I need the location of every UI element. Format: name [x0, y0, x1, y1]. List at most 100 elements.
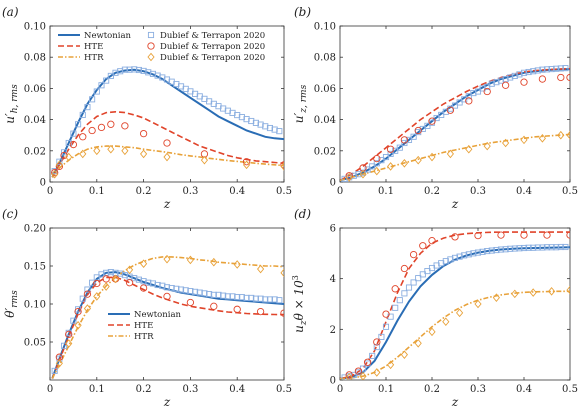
data-point-diamond: [538, 134, 546, 143]
data-point-square: [60, 342, 68, 349]
data-point-diamond: [65, 152, 73, 162]
data-point-diamond: [186, 255, 194, 265]
y-tick-label: 6: [330, 224, 336, 235]
data-point-diamond: [83, 304, 92, 313]
data-point-square: [553, 244, 560, 251]
data-point-diamond: [400, 350, 408, 359]
series-markers-dns_diamond: [55, 254, 284, 368]
data-point-diamond: [210, 257, 218, 267]
x-tick-label: 0.1: [378, 186, 394, 197]
y-axis-label-subscript: h, rms: [10, 84, 20, 113]
panel-label: (c): [2, 207, 18, 221]
data-point-square: [220, 292, 227, 299]
panel-label: (a): [2, 5, 19, 19]
data-point-square: [51, 367, 58, 374]
data-point-square: [79, 111, 86, 118]
data-point-circle: [474, 231, 482, 240]
data-point-circle: [280, 309, 284, 317]
data-point-square: [465, 93, 472, 100]
data-point-square: [497, 246, 505, 253]
data-point-square: [488, 247, 495, 254]
data-point-square: [442, 258, 449, 265]
data-point-diamond: [428, 152, 436, 162]
data-point-circle: [88, 126, 96, 135]
data-point-square: [534, 67, 541, 74]
data-point-square: [461, 96, 468, 103]
data-point-diamond: [557, 130, 565, 140]
data-point-square: [516, 71, 523, 78]
data-point-square: [93, 88, 100, 95]
data-point-diamond: [548, 287, 556, 296]
data-point-diamond: [93, 292, 101, 301]
data-point-square: [163, 284, 171, 291]
data-point-diamond: [511, 289, 519, 299]
series-markers-dns_square: [341, 65, 569, 182]
data-point-diamond: [345, 373, 353, 380]
data-point-diamond: [55, 160, 63, 170]
data-point-diamond: [359, 371, 367, 380]
data-point-square: [210, 291, 217, 298]
series-markers-dns_diamond: [345, 130, 570, 182]
data-point-square: [387, 150, 394, 157]
data-point-square: [243, 116, 250, 123]
data-point-square: [507, 74, 514, 81]
data-point-square: [548, 244, 555, 251]
data-point-square: [201, 290, 208, 297]
data-point-square: [248, 294, 255, 301]
legend-marker-circle: [147, 42, 155, 50]
data-point-circle: [121, 122, 129, 130]
y-tick-label: 0.06: [24, 84, 46, 95]
data-point-square: [187, 288, 194, 295]
y-tick-label: 0.10: [24, 22, 46, 33]
x-tick-label: 0.5: [276, 384, 292, 395]
data-point-square: [70, 130, 77, 137]
data-point-square: [224, 293, 231, 300]
x-tick-label: 0.5: [276, 186, 292, 197]
data-point-square: [154, 281, 161, 289]
data-point-square: [196, 289, 203, 296]
data-point-square: [378, 333, 385, 340]
series-markers-dns_square: [341, 243, 569, 380]
y-tick-label: 0: [40, 178, 46, 189]
series-group: [51, 66, 284, 179]
chart-panel-a: 0 0.1 0.2 0.3 0.4 0.5 0 0.02 0.04 0.06 0.08 0.10 z u′…: [2, 5, 292, 211]
series-markers-dns_circle: [345, 231, 570, 379]
data-point-circle: [139, 129, 148, 138]
x-tick-label: 0.3: [182, 384, 198, 395]
y-axis-label: θ′rms: [3, 290, 20, 318]
data-point-circle: [543, 231, 551, 239]
data-point-square: [410, 133, 417, 140]
y-tick-label: 4: [330, 274, 336, 285]
x-tick-label: 0.3: [182, 186, 198, 197]
data-point-circle: [382, 310, 390, 318]
data-point-circle: [256, 307, 265, 316]
data-point-square: [497, 77, 505, 84]
data-point-square: [89, 96, 96, 103]
data-point-square: [149, 70, 157, 77]
data-point-square: [511, 72, 518, 79]
series-line-htr: [51, 145, 284, 178]
data-point-square: [461, 252, 468, 259]
data-point-diamond: [428, 327, 436, 337]
data-point-circle: [74, 307, 82, 316]
series-group: [340, 231, 570, 380]
data-point-diamond: [74, 320, 82, 330]
data-point-diamond: [280, 268, 284, 278]
data-point-diamond: [359, 169, 367, 179]
data-point-square: [257, 121, 264, 128]
data-point-square: [75, 121, 82, 128]
data-point-square: [516, 245, 523, 252]
data-point-square: [543, 244, 551, 251]
x-tick-label: 0.2: [136, 186, 152, 197]
data-point-square: [456, 253, 463, 260]
data-point-diamond: [111, 274, 120, 284]
data-point-square: [182, 287, 189, 294]
series-markers-dns_square: [51, 66, 283, 175]
legend-label: HTR: [134, 332, 154, 342]
x-tick-label: 0.4: [229, 384, 245, 395]
data-point-square: [373, 344, 380, 351]
data-point-circle: [69, 140, 78, 149]
data-point-square: [140, 278, 147, 285]
